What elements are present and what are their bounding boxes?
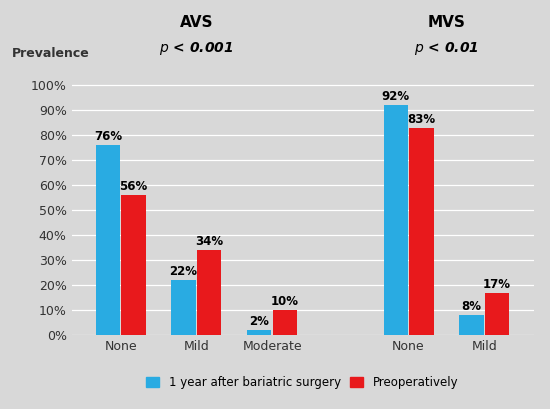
- Text: 83%: 83%: [408, 113, 436, 126]
- Bar: [485, 293, 509, 335]
- Text: $p$ < 0.001: $p$ < 0.001: [160, 40, 234, 57]
- Text: 76%: 76%: [94, 130, 122, 144]
- Bar: [197, 250, 222, 335]
- Text: 10%: 10%: [271, 295, 299, 308]
- Bar: [409, 128, 433, 335]
- Text: 22%: 22%: [169, 265, 197, 279]
- Text: 92%: 92%: [382, 90, 410, 103]
- Text: 2%: 2%: [249, 315, 270, 328]
- Text: 8%: 8%: [461, 300, 481, 313]
- Bar: [96, 146, 120, 335]
- Bar: [172, 281, 196, 335]
- Bar: [273, 310, 297, 335]
- Text: 56%: 56%: [119, 180, 148, 193]
- Legend: 1 year after bariatric surgery, Preoperatively: 1 year after bariatric surgery, Preopera…: [146, 376, 459, 389]
- Text: MVS: MVS: [427, 16, 465, 30]
- Text: Prevalence: Prevalence: [12, 47, 89, 60]
- Bar: [383, 106, 408, 335]
- Text: 34%: 34%: [195, 236, 223, 248]
- Bar: [122, 196, 146, 335]
- Text: 17%: 17%: [483, 278, 511, 291]
- Bar: [247, 330, 272, 335]
- Text: AVS: AVS: [180, 16, 213, 30]
- Bar: [459, 315, 483, 335]
- Text: $p$ < 0.01: $p$ < 0.01: [414, 40, 478, 57]
